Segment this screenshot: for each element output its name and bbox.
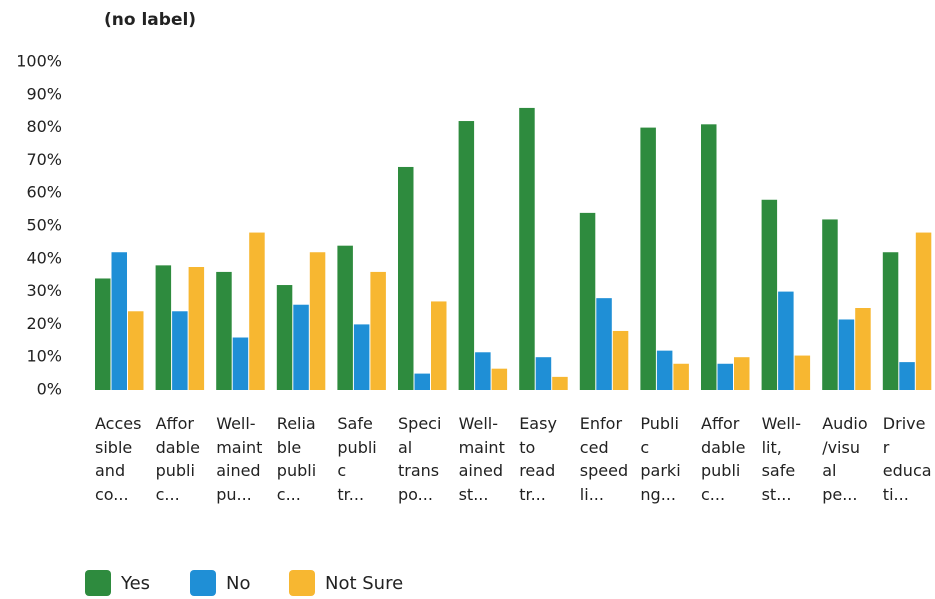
- bar: [95, 278, 111, 390]
- x-tick-label: Enfor ced speed li...: [579, 414, 629, 504]
- y-tick-label: 20%: [26, 314, 62, 333]
- x-tick-label: Affor dable publi c...: [701, 414, 746, 504]
- x-tick-label: Drive r educa ti...: [882, 414, 932, 504]
- y-tick-label: 0%: [37, 380, 62, 399]
- bar: [822, 219, 838, 390]
- legend-swatch: [190, 570, 216, 596]
- legend-swatch: [289, 570, 315, 596]
- bar: [734, 357, 750, 390]
- bar: [353, 324, 370, 390]
- bar: [596, 298, 612, 390]
- bar: [855, 308, 871, 390]
- chart-title: (no label): [104, 10, 196, 30]
- bar: [673, 363, 689, 390]
- y-tick-label: 50%: [26, 216, 62, 235]
- y-tick-label: 30%: [26, 281, 62, 300]
- bar: [612, 330, 629, 390]
- x-tick-label: Safe publi c tr...: [337, 414, 377, 504]
- bar: [398, 166, 414, 390]
- bar: [293, 304, 309, 390]
- y-tick-label: 60%: [26, 183, 62, 202]
- legend-label: Not Sure: [325, 573, 403, 594]
- x-tick-label: Speci al trans po...: [398, 414, 442, 504]
- bar: [519, 107, 535, 391]
- bar: [656, 350, 673, 390]
- legend-swatch: [85, 570, 111, 596]
- y-tick-label: 70%: [26, 150, 62, 169]
- y-tick-label: 80%: [26, 117, 62, 136]
- bar: [188, 267, 205, 390]
- bar: [475, 352, 491, 390]
- bar: [640, 127, 656, 390]
- bar: [128, 311, 144, 390]
- bar: [337, 245, 353, 390]
- y-tick-label: 100%: [16, 52, 62, 71]
- bar: [111, 252, 127, 390]
- bar: [249, 232, 265, 390]
- bar: [701, 124, 717, 390]
- bar: [276, 285, 293, 390]
- bar: [579, 212, 596, 390]
- x-tick-label: Acces sible and co...: [95, 414, 142, 504]
- bar: [535, 357, 552, 390]
- bar: [838, 319, 855, 390]
- bar: [414, 373, 430, 390]
- x-tick-label: Well- maint ained st...: [458, 414, 505, 504]
- legend-label: Yes: [120, 573, 150, 594]
- bar: [370, 271, 386, 390]
- bar: [794, 355, 811, 390]
- x-tick-label: Relia ble publi c...: [276, 414, 317, 504]
- bar: [882, 252, 899, 390]
- bar: [232, 337, 249, 390]
- y-tick-label: 40%: [26, 248, 62, 267]
- bar: [458, 121, 475, 390]
- bar: [172, 311, 188, 390]
- bar: [717, 363, 733, 390]
- bar: [761, 199, 778, 390]
- bar: [491, 368, 508, 390]
- y-tick-label: 10%: [26, 347, 62, 366]
- x-tick-label: Well- maint ained pu...: [216, 414, 263, 504]
- bar: [431, 301, 447, 390]
- x-tick-label: Well- lit, safe st...: [761, 414, 801, 504]
- x-tick-label: Affor dable publi c...: [155, 414, 200, 504]
- bar: [915, 232, 932, 390]
- bar: [155, 265, 172, 390]
- bar: [309, 252, 326, 390]
- x-tick-label: Easy to read tr...: [519, 414, 557, 504]
- bar: [899, 362, 915, 390]
- bar: [216, 271, 232, 390]
- bar: [552, 376, 568, 390]
- x-tick-label: Audio /visu al pe...: [822, 414, 868, 504]
- x-tick-label: Publi c parki ng...: [640, 414, 681, 504]
- legend-label: No: [226, 573, 250, 594]
- y-tick-label: 90%: [26, 84, 62, 103]
- bar: [778, 291, 794, 390]
